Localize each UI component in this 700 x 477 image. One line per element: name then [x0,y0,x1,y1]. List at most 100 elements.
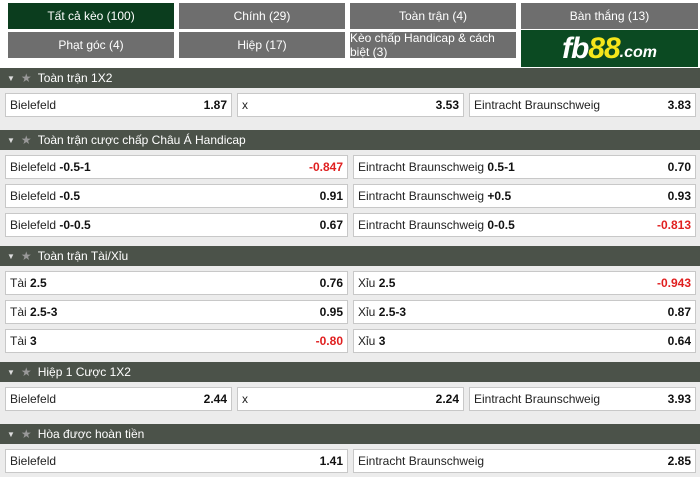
odds-value: 3.93 [667,392,691,406]
selection-name: Bielefeld [10,454,57,468]
selection-name: Eintracht Braunschweig [358,189,485,203]
selection-name: Eintracht Braunschweig [358,218,485,232]
odds-value: 0.93 [667,189,691,203]
market-tabs: fb 88 .com Tất cả kèo (100) Chính (29) Toàn … [0,0,700,68]
selection-name: Eintracht Braunschweig [474,392,601,406]
market-section: ▼ ★ Hiệp 1 Cược 1X2 Bielefeld 2.44 x 2.24 Eintr… [0,362,700,424]
selection-name: Bielefeld [10,189,57,203]
selection-name: Bielefeld [10,218,57,232]
section-header[interactable]: ▼ ★ Toàn trận 1X2 [0,68,700,88]
tab[interactable]: Hiệp (17) [179,32,345,58]
handicap-line: -0.5 [59,189,81,203]
market-section: ▼ ★ Toàn trận cược chấp Châu Á Handicap Bie… [0,130,700,246]
handicap-line: 2.5-3 [30,305,58,319]
odds-cell[interactable]: Xỉu 2.5-3 0.87 [353,300,696,324]
selection-name: Xỉu [358,276,376,290]
tab[interactable]: Toàn trận (4) [350,3,516,29]
odds-cell[interactable]: Bielefeld 2.44 [5,387,232,411]
caret-down-icon[interactable]: ▼ [7,73,15,83]
odds-row: Bielefeld 1.87 x 3.53 Eintracht Braunschweig… [5,93,696,117]
odds-cell[interactable]: Tài 2.5-3 0.95 [5,300,348,324]
odds-cell[interactable]: Bielefeld -0.5-1 -0.847 [5,155,348,179]
odds-cell[interactable]: Eintracht Braunschweig 2.85 [353,449,696,473]
selection-name: Xỉu [358,334,376,348]
odds-row: Bielefeld 1.41 Eintracht Braunschweig 2.85 [5,449,696,473]
odds-row: Tài 2.5 0.76 Xỉu 2.5 -0.943 [5,271,696,295]
caret-down-icon[interactable]: ▼ [7,429,15,439]
tab[interactable]: Kèo chấp Handicap & cách biệt (3) [350,31,516,59]
odds-value: 0.95 [319,305,343,319]
odds-value: 0.87 [667,305,691,319]
odds-value: 0.76 [319,276,343,290]
odds-cell[interactable]: Eintracht Braunschweig 0-0.5 -0.813 [353,213,696,237]
odds-cell[interactable]: x 2.24 [237,387,464,411]
tab[interactable]: Chính (29) [179,3,345,29]
odds-cell[interactable]: Xỉu 3 0.64 [353,329,696,353]
fb88-logo: fb 88 .com [521,30,698,67]
selection-name: Bielefeld [10,98,57,112]
handicap-line: 2.5-3 [378,305,407,319]
tab[interactable]: Tất cả kèo (100) [8,3,174,29]
odds-value: 3.83 [667,98,691,112]
caret-down-icon[interactable]: ▼ [7,251,15,261]
handicap-line: 0.5-1 [487,160,515,174]
odds-row: Bielefeld -0.5-1 -0.847 Eintracht Braunsch… [5,155,696,179]
odds-cell[interactable]: Eintracht Braunschweig 3.93 [469,387,696,411]
odds-value: -0.813 [656,218,691,232]
tab[interactable]: Phạt góc (4) [8,32,174,58]
odds-row: Bielefeld -0.5 0.91 Eintracht Braunschweig… [5,184,696,208]
odds-cell[interactable]: Eintracht Braunschweig 0.5-1 0.70 [353,155,696,179]
odds-value: -0.80 [315,334,343,348]
odds-value: -0.943 [656,276,691,290]
odds-row: Tài 3 -0.80 Xỉu 3 0.64 [5,329,696,353]
caret-down-icon[interactable]: ▼ [7,367,15,377]
odds-row: Bielefeld -0-0.5 0.67 Eintracht Braunschwe… [5,213,696,237]
selection-name: Tài [10,334,27,348]
section-header[interactable]: ▼ ★ Hiệp 1 Cược 1X2 [0,362,700,382]
odds-cell[interactable]: Xỉu 2.5 -0.943 [353,271,696,295]
odds-cell[interactable]: Bielefeld 1.87 [5,93,232,117]
handicap-line: 2.5 [378,276,396,290]
handicap-line: 3 [30,334,37,348]
star-icon[interactable]: ★ [20,249,32,263]
markets: ▼ ★ Toàn trận 1X2 Bielefeld 1.87 x 3.53 Eintrac… [0,68,700,477]
selection-name: Eintracht Braunschweig [474,98,601,112]
odds-value: 0.67 [319,218,343,232]
odds-cell[interactable]: Bielefeld -0-0.5 0.67 [5,213,348,237]
market-section: ▼ ★ Hòa được hoàn tiền Bielefeld 1.41 Eintrac… [0,424,700,477]
star-icon[interactable]: ★ [20,365,32,379]
odds-value: 2.24 [435,392,459,406]
odds-cell[interactable]: Bielefeld 1.41 [5,449,348,473]
odds-value: 0.91 [319,189,343,203]
odds-cell[interactable]: Tài 2.5 0.76 [5,271,348,295]
section-title: Toàn trận Tài/Xỉu [37,249,129,263]
handicap-line: 2.5 [30,276,47,290]
caret-down-icon[interactable]: ▼ [7,135,15,145]
star-icon[interactable]: ★ [20,71,32,85]
selection-name: Bielefeld [10,160,57,174]
selection-name: Xỉu [358,305,376,319]
section-header[interactable]: ▼ ★ Hòa được hoàn tiền [0,424,700,444]
tab[interactable]: Bàn thắng (13) [521,3,698,29]
odds-cell[interactable]: Eintracht Braunschweig +0.5 0.93 [353,184,696,208]
odds-row: Bielefeld 2.44 x 2.24 Eintracht Braunschweig… [5,387,696,411]
odds-cell[interactable]: Bielefeld -0.5 0.91 [5,184,348,208]
market-section: ▼ ★ Toàn trận 1X2 Bielefeld 1.87 x 3.53 Eintrac… [0,68,700,130]
odds-value: 1.41 [319,454,343,468]
star-icon[interactable]: ★ [20,133,32,147]
star-icon[interactable]: ★ [20,427,32,441]
odds-cell[interactable]: Tài 3 -0.80 [5,329,348,353]
handicap-line: 3 [378,334,386,348]
section-header[interactable]: ▼ ★ Toàn trận Tài/Xỉu [0,246,700,266]
odds-value: 0.64 [667,334,691,348]
handicap-line: -0.5-1 [59,160,91,174]
section-header[interactable]: ▼ ★ Toàn trận cược chấp Châu Á Handicap [0,130,700,150]
odds-value: 2.85 [667,454,691,468]
selection-name: Eintracht Braunschweig [358,454,485,468]
section-title: Hòa được hoàn tiền [37,427,145,441]
odds-cell[interactable]: x 3.53 [237,93,464,117]
handicap-line: 0-0.5 [487,218,515,232]
odds-cell[interactable]: Eintracht Braunschweig 3.83 [469,93,696,117]
selection-name: Tài [10,305,27,319]
market-section: ▼ ★ Toàn trận Tài/Xỉu Tài 2.5 0.76 Xỉu 2.5 -0.… [0,246,700,362]
